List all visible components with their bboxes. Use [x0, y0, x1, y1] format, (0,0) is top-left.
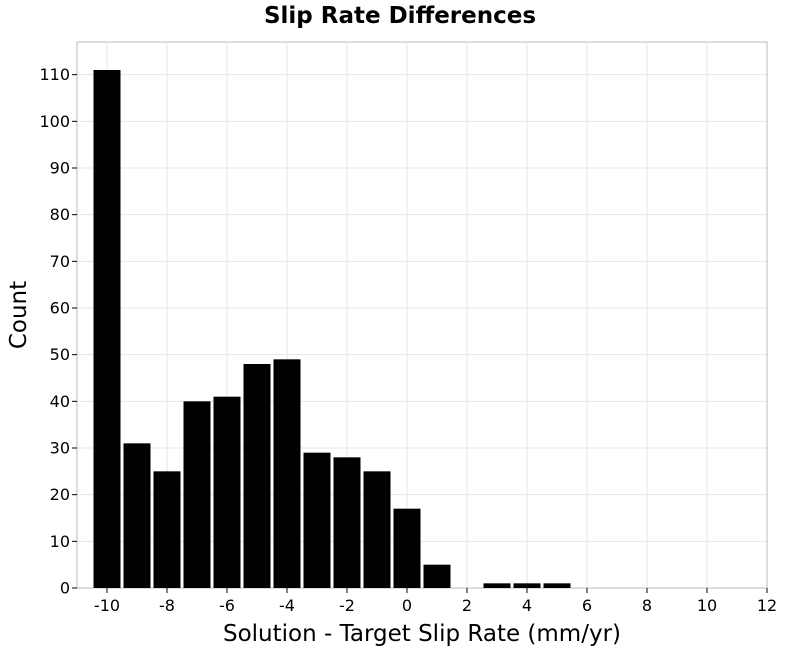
y-tick-label: 80 — [50, 205, 70, 224]
y-tick-label: 100 — [39, 112, 70, 131]
y-tick-label: 90 — [50, 159, 70, 178]
histogram-bar — [213, 396, 241, 588]
histogram-bar — [333, 457, 361, 588]
x-tick-label: 0 — [402, 596, 412, 615]
histogram-bar — [513, 583, 541, 588]
y-tick-label: 50 — [50, 345, 70, 364]
y-tick-label: 10 — [50, 532, 70, 551]
histogram-bar — [123, 443, 151, 588]
y-tick-label: 0 — [60, 579, 70, 598]
histogram-bar — [93, 70, 121, 588]
y-axis: 0 10 20 30 40 50 60 70 80 90 100 110 — [39, 65, 77, 598]
x-tick-label: -2 — [339, 596, 355, 615]
x-tick-label: -4 — [279, 596, 295, 615]
y-tick-label: 40 — [50, 392, 70, 411]
histogram-bar — [363, 471, 391, 588]
y-tick-label: 20 — [50, 485, 70, 504]
y-axis-label: Count — [6, 281, 32, 349]
y-tick-label: 110 — [39, 65, 70, 84]
histogram-bar — [543, 583, 571, 588]
y-tick-label: 60 — [50, 299, 70, 318]
x-tick-label: 12 — [757, 596, 777, 615]
histogram-bar — [273, 359, 301, 588]
x-tick-label: -10 — [94, 596, 120, 615]
x-tick-label: 2 — [462, 596, 472, 615]
histogram-bar — [153, 471, 181, 588]
histogram-bar — [483, 583, 511, 588]
x-tick-label: -8 — [159, 596, 175, 615]
x-tick-label: 6 — [582, 596, 592, 615]
plot-frame — [76, 41, 768, 589]
y-tick-label: 70 — [50, 252, 70, 271]
x-tick-label: 4 — [522, 596, 532, 615]
chart-title: Slip Rate Differences — [264, 3, 536, 29]
y-tick-label: 30 — [50, 439, 70, 458]
x-tick-label: 10 — [697, 596, 717, 615]
x-tick-label: -6 — [219, 596, 235, 615]
histogram-bar — [303, 452, 331, 588]
x-axis: -10 -8 -6 -4 -2 0 2 4 6 8 10 12 — [94, 588, 777, 615]
histogram-bar — [393, 508, 421, 588]
histogram-bar — [183, 401, 211, 588]
histogram-bar — [423, 564, 451, 588]
bars — [93, 70, 571, 588]
histogram-bar — [243, 364, 271, 588]
x-axis-label: Solution - Target Slip Rate (mm/yr) — [223, 621, 621, 647]
x-tick-label: 8 — [642, 596, 652, 615]
